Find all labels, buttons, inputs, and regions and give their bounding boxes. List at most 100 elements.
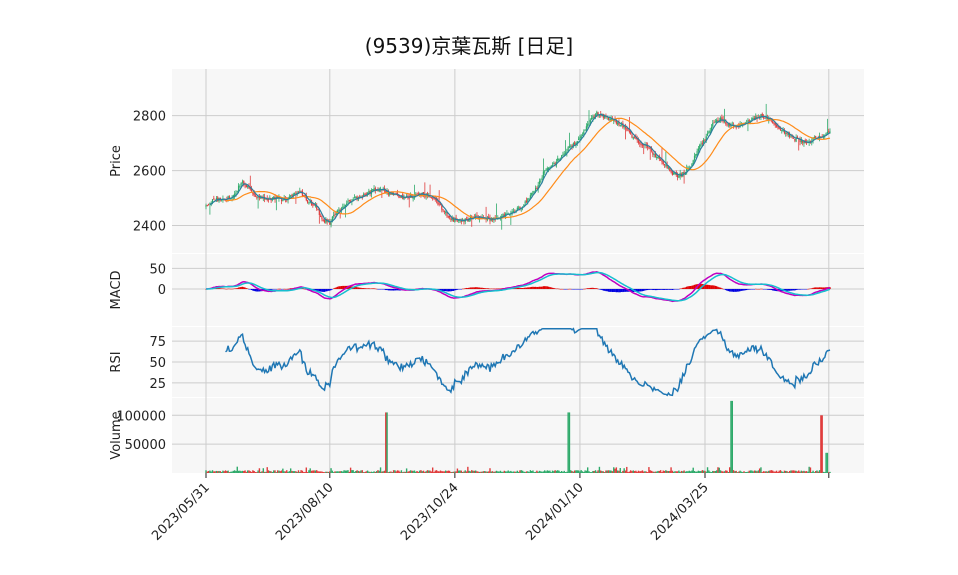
candle-body — [619, 124, 621, 126]
volume-bar — [659, 470, 662, 473]
macd-histogram-bar — [804, 288, 806, 290]
volume-bar — [312, 470, 314, 473]
volume-bar — [718, 467, 720, 473]
candle-body — [228, 196, 231, 198]
volume-bar — [751, 470, 753, 473]
macd-histogram-bar — [661, 288, 663, 290]
volume-bar — [575, 470, 577, 473]
volume-bar — [336, 471, 339, 473]
macd-histogram-bar — [636, 288, 638, 292]
volume-bar — [394, 470, 396, 473]
candle-body — [665, 165, 667, 167]
volume-bar — [672, 471, 675, 473]
macd-histogram-bar — [725, 288, 727, 291]
candle-body — [800, 140, 802, 143]
candle-body — [240, 182, 242, 185]
macd-histogram-bar — [373, 288, 375, 289]
macd-histogram-bar — [232, 288, 235, 290]
macd-histogram-bar — [752, 288, 754, 290]
volume-bar — [424, 471, 426, 473]
volume-bar — [636, 471, 638, 473]
candle-body — [768, 118, 770, 121]
volume-bar — [696, 471, 698, 473]
macd-histogram-bar — [695, 284, 697, 289]
macd-histogram-bar — [800, 288, 803, 290]
volume-bar — [411, 470, 413, 473]
candle-body — [802, 140, 804, 143]
y-tick-label: 2400 — [133, 220, 166, 235]
macd-histogram-bar — [579, 288, 581, 290]
candle-body — [303, 195, 305, 197]
candle-body — [791, 135, 793, 138]
macd-histogram-bar — [589, 287, 592, 289]
volume-bar — [476, 471, 478, 473]
macd-histogram-bar — [727, 288, 730, 292]
macd-histogram-bar — [799, 288, 801, 290]
volume-bar — [541, 471, 543, 473]
volume-bar — [441, 471, 443, 473]
x-tick-label: 2024/03/25 — [648, 480, 712, 544]
candle-body — [546, 168, 548, 171]
volume-bar — [271, 471, 274, 473]
volume-bar — [728, 467, 731, 473]
volume-bar — [620, 472, 623, 473]
volume-bar — [564, 472, 567, 473]
macd-histogram-bar — [751, 288, 753, 290]
volume-bar — [592, 470, 594, 473]
macd-histogram-bar — [222, 288, 224, 289]
volume-bar — [538, 470, 541, 473]
rsi-series — [225, 327, 831, 397]
volume-bar — [487, 471, 490, 473]
volume-bar — [663, 470, 666, 473]
candle-body — [244, 184, 246, 186]
volume-bar — [536, 470, 538, 473]
volume-bar — [508, 471, 511, 473]
macd-histogram-bar — [465, 287, 468, 289]
macd-histogram-bar — [385, 288, 387, 291]
candle-body — [452, 218, 455, 222]
macd-histogram-bar — [601, 288, 603, 291]
candle-body — [719, 117, 722, 121]
volume-bar — [715, 470, 718, 473]
volume-bar — [589, 472, 592, 473]
volume-bar — [585, 470, 588, 473]
volume-bar — [732, 470, 735, 473]
volume-bar — [224, 470, 227, 473]
macd-histogram-bar — [646, 288, 649, 291]
macd-histogram-bar — [482, 287, 485, 289]
macd-histogram-bar — [288, 288, 291, 290]
volume-bar — [735, 470, 737, 473]
macd-histogram-bar — [808, 288, 810, 290]
volume-bar — [666, 470, 668, 473]
y-tick-label: 2800 — [133, 110, 166, 125]
candle-body — [594, 114, 597, 118]
macd-histogram-bar — [542, 286, 545, 289]
volume-bar — [275, 472, 278, 473]
volume-bar — [801, 471, 804, 473]
y-tick-label: 100000 — [116, 409, 166, 424]
volume-bar — [243, 470, 245, 473]
volume-bar — [438, 471, 440, 473]
macd-histogram-bar — [444, 288, 447, 292]
macd-histogram-bar — [613, 288, 615, 292]
volume-bar — [614, 468, 616, 473]
y-axis-label: RSI — [109, 351, 124, 372]
volume-bar — [254, 472, 257, 473]
candle-body — [579, 137, 581, 140]
volume-bar — [781, 471, 783, 473]
macd-histogram-bar — [334, 287, 336, 289]
candle-body — [789, 134, 791, 137]
candle-body — [254, 195, 257, 197]
candle-body — [432, 197, 434, 199]
volume-bar — [471, 470, 473, 473]
macd-histogram-bar — [231, 288, 233, 290]
volume-bar — [228, 472, 231, 473]
macd-histogram-bar — [584, 288, 586, 290]
volume-bar — [399, 471, 401, 473]
volume-bar — [761, 472, 763, 473]
macd-histogram-bar — [278, 288, 280, 290]
volume-bar — [379, 467, 382, 473]
macd-histogram-bar — [726, 288, 728, 291]
candle-body — [518, 207, 520, 209]
volume-bar — [675, 471, 677, 473]
